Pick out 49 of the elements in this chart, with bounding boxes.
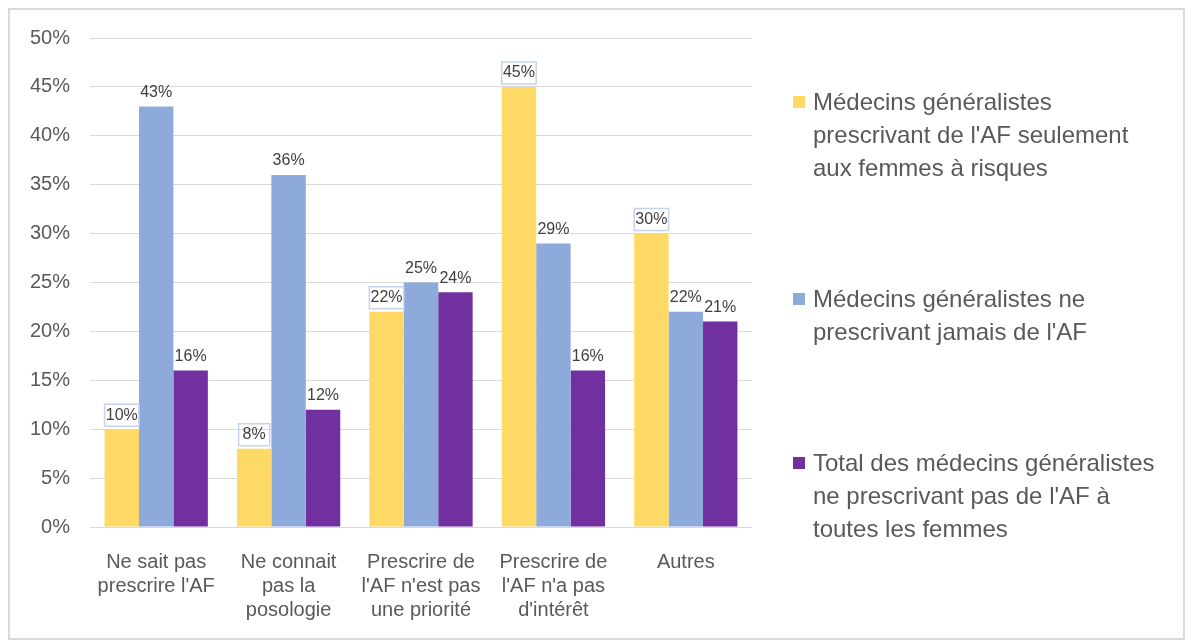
- data-label: 16%: [571, 346, 604, 364]
- bar: [305, 409, 341, 527]
- y-tick-label: 0%: [41, 514, 71, 537]
- bar: [173, 370, 208, 527]
- data-label: 30%: [635, 210, 668, 228]
- data-label: 45%: [502, 63, 535, 81]
- y-tick-label: 35%: [29, 172, 71, 195]
- legend-label: Médecins généralistes ne prescrivant jamais de l'AF: [813, 284, 1088, 347]
- data-label: 25%: [404, 258, 438, 276]
- x-tick-label: Ne sait pas prescrire l'AF: [97, 550, 215, 596]
- bar: [138, 106, 174, 527]
- bar: [403, 282, 439, 527]
- y-tick-label: 20%: [29, 318, 71, 341]
- y-tick-label: 45%: [29, 74, 71, 97]
- bar: [438, 292, 473, 527]
- y-tick-label: 5%: [41, 465, 71, 488]
- data-label: 29%: [537, 219, 570, 237]
- x-tick-label: Prescrire de l'AF n'est pas une priorité: [361, 550, 481, 620]
- data-label: 8%: [242, 425, 266, 443]
- y-tick-label: 10%: [29, 416, 71, 439]
- legend-label: Total des médecins généralistes ne prescrivant pas de l'AF à toutes les femmes: [813, 448, 1156, 544]
- bar: [501, 86, 537, 527]
- y-tick-label: 30%: [29, 221, 71, 244]
- y-tick-label: 15%: [29, 367, 71, 390]
- data-label: 22%: [669, 288, 702, 306]
- legend-label: Médecins généralistes prescrivant de l'AF seulement aux femmes à risques: [813, 87, 1130, 183]
- bar: [668, 311, 704, 527]
- data-label: 10%: [105, 405, 138, 423]
- x-tick-label: Ne connait pas la posologie: [240, 550, 337, 620]
- bar: [104, 429, 139, 527]
- x-tick-label: Prescrire de l'AF n'a pas d'intérêt: [499, 550, 608, 620]
- bar: [536, 243, 571, 527]
- bar: [271, 174, 306, 527]
- x-tick-label: Autres: [656, 550, 715, 573]
- data-label: 24%: [439, 268, 472, 286]
- y-tick-label: 25%: [29, 270, 71, 293]
- bar: [703, 321, 738, 527]
- data-label: 16%: [174, 346, 207, 364]
- data-label: 22%: [370, 288, 403, 306]
- bar: [570, 370, 606, 527]
- y-tick-label: 40%: [29, 123, 71, 146]
- data-label: 36%: [272, 151, 305, 169]
- bar: [369, 311, 404, 527]
- y-tick-label: 50%: [29, 25, 71, 48]
- data-label: 43%: [140, 82, 173, 100]
- data-label: 12%: [307, 386, 340, 404]
- data-label: 21%: [704, 298, 737, 316]
- bar: [634, 233, 669, 527]
- bar: [236, 448, 272, 527]
